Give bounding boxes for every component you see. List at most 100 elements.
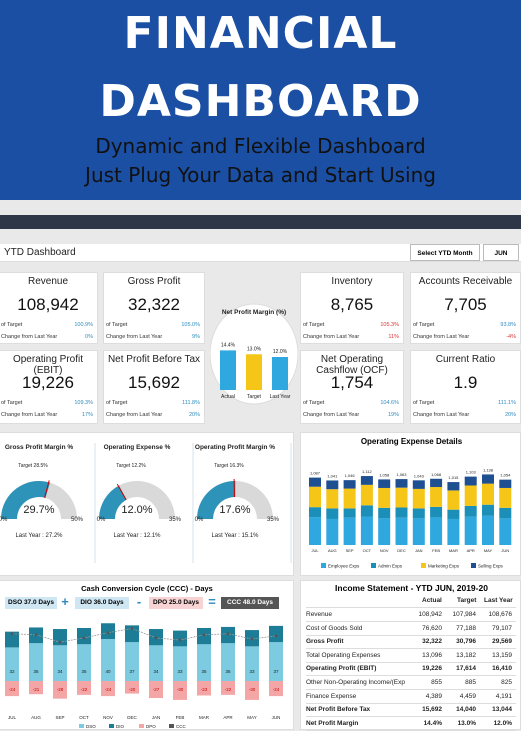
hero-banner: FINANCIAL DASHBOARD Dynamic and Flexible…: [0, 0, 521, 200]
gauge-value: 29.7%: [23, 504, 54, 516]
income-target: 30,796: [456, 638, 476, 645]
income-row-label: Cost of Goods Sold: [306, 625, 362, 632]
gauge-min: 0%: [97, 517, 106, 523]
gauges-chart: Gross Profit Margin %Target 28.5%29.7%0%…: [0, 433, 295, 577]
income-row-label: Finance Expense: [306, 693, 356, 700]
hero-title-line1: FINANCIAL: [0, 8, 521, 59]
dashboard-titlebar: YTD Dashboard Select YTD Month JUN: [0, 244, 521, 262]
gauge-target: Target 12.2%: [116, 463, 146, 469]
opex-legend-swatch: [321, 563, 326, 568]
gauge-title: Gross Profit Margin %: [5, 444, 73, 451]
ccc-category-label: JUN: [272, 715, 281, 720]
income-row: Revenue 108,942 107,984 108,676: [306, 608, 516, 622]
opex-chart: 1,087JUL1,041AUG1,046SEP1,112OCT1,058NOV…: [301, 449, 521, 575]
income-target: 107,984: [453, 611, 477, 618]
income-last-year: 16,410: [492, 665, 512, 672]
income-actual: 855: [431, 679, 442, 686]
ccc-dso-bar: [173, 646, 187, 681]
month-select[interactable]: JUN: [483, 244, 519, 261]
ccc-dso-bar: [269, 642, 283, 681]
ccc-dpo-label: -22: [81, 687, 88, 692]
ccc-dso-bar: [245, 646, 259, 681]
ccc-dso-bar: [5, 647, 19, 681]
ccc-category-label: JAN: [152, 715, 161, 720]
gauge-value: 12.0%: [121, 504, 152, 516]
equals-sign: =: [206, 594, 218, 609]
minus-sign: -: [133, 594, 145, 609]
opex-bar-segment: [430, 507, 442, 518]
ccc-legend-label: DSO: [86, 724, 96, 729]
hero-subtitle-line1: Dynamic and Flexible Dashboard: [0, 134, 521, 158]
gauge-title: Operating Profit Margin %: [195, 444, 275, 451]
opex-bar-segment: [344, 508, 356, 517]
kpi-value: 1.9: [411, 373, 520, 393]
opex-category-label: SEP: [346, 548, 354, 553]
ccc-legend-swatch: [139, 724, 144, 728]
opex-total-label: 1,063: [396, 472, 407, 477]
opex-bar-segment: [430, 479, 442, 487]
gauge-min: 0%: [0, 517, 8, 523]
ccc-dso-label: 34: [57, 669, 63, 674]
opex-bar-segment: [361, 476, 373, 485]
opex-bar-segment: [482, 484, 494, 505]
ccc-point: [203, 633, 206, 636]
opex-legend-label: Selling Exps: [478, 564, 504, 569]
ccc-category-label: MAY: [247, 715, 256, 720]
ccc-category-label: JUL: [8, 715, 16, 720]
income-actual: 4,389: [426, 693, 442, 700]
opex-bar-segment: [344, 518, 356, 545]
income-row-label: Gross Profit: [306, 638, 344, 645]
ccc-dpo-label: -27: [153, 687, 160, 692]
opex-title: Operating Expense Details: [301, 437, 521, 446]
kpi-title: Current Ratio: [411, 354, 520, 365]
ccc-dpo-label: -28: [57, 687, 64, 692]
kpi-change-value: 20%: [189, 412, 200, 418]
gauge-max: 35%: [169, 517, 182, 523]
npm-bar: [272, 357, 288, 390]
kpi-title: Accounts Receivable: [411, 276, 520, 287]
income-target: 13.0%: [458, 720, 476, 727]
opex-legend-swatch: [371, 563, 376, 568]
kpi-change-label: Change from Last Year: [1, 334, 57, 340]
gauges-panel: Gross Profit Margin %Target 28.5%29.7%0%…: [0, 432, 294, 576]
kpi-target-value: 104.6%: [380, 400, 399, 406]
npm-title: Net Profit Margin (%): [214, 309, 294, 316]
plus-sign: +: [59, 594, 71, 609]
opex-bar-segment: [499, 488, 511, 508]
income-row-label: Operating Profit (EBIT): [306, 665, 376, 672]
ccc-legend-swatch: [109, 724, 114, 728]
gauge-value: 17.6%: [219, 504, 250, 516]
opex-bar-segment: [396, 518, 408, 545]
gauge-last-year: Last Year : 27.2%: [15, 533, 63, 539]
ccc-point: [35, 633, 38, 636]
income-row: Cost of Goods Sold 76,620 77,188 79,107: [306, 622, 516, 636]
opex-bar-segment: [482, 505, 494, 516]
ccc-legend-label: CCC: [176, 724, 186, 729]
opex-bar-segment: [465, 506, 477, 517]
ccc-point: [155, 637, 158, 640]
income-last-year: 12.0%: [494, 720, 512, 727]
opex-bar-segment: [413, 518, 425, 545]
ccc-dso-label: 33: [249, 669, 255, 674]
ccc-dso-label: 37: [129, 669, 135, 674]
ccc-point: [131, 627, 134, 630]
gauge-last-year: Last Year : 12.1%: [113, 533, 161, 539]
income-actual: 108,942: [419, 611, 443, 618]
dashboard-title: YTD Dashboard: [4, 247, 76, 258]
opex-bar-segment: [361, 516, 373, 545]
kpi-change-label: Change from Last Year: [413, 412, 469, 418]
kpi-change-label: Change from Last Year: [303, 412, 359, 418]
opex-category-label: OCT: [363, 548, 372, 553]
kpi-target-label: of Target: [303, 322, 324, 328]
opex-bar-segment: [447, 482, 459, 490]
ccc-point: [59, 641, 62, 644]
opex-bar-segment: [482, 474, 494, 483]
opex-legend-swatch: [471, 563, 476, 568]
opex-legend-swatch: [421, 563, 426, 568]
opex-bar-segment: [309, 487, 321, 507]
ccc-chart: 32-24JUL36-21AUG34-28SEP35-22OCT40-24NOV…: [0, 611, 295, 731]
ccc-point: [11, 632, 14, 635]
